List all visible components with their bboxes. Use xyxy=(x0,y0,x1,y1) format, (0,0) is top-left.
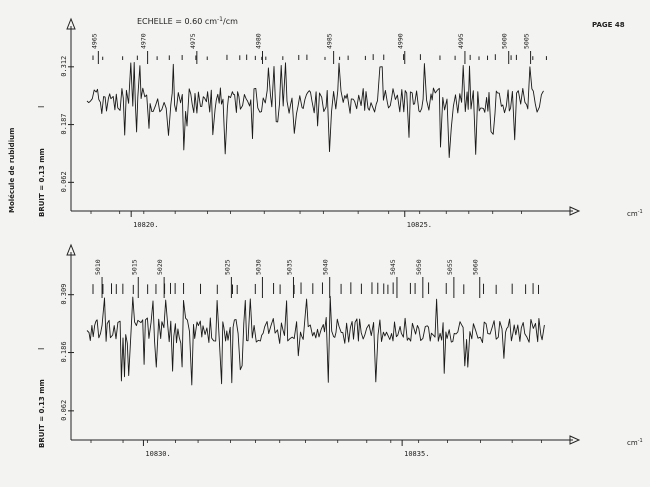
chart-top: cm-1 Molécule de rubidium BRUIT = 0.13 m… xyxy=(8,17,643,229)
line-markers xyxy=(92,282,540,294)
y-tick-label: 0.186 xyxy=(60,341,68,362)
line-number: 5020 xyxy=(156,259,164,275)
line-numbers: 4965 4970 4975 4980 4985 4990 4995 5000 5005 xyxy=(90,33,532,64)
line-number: 5010 xyxy=(94,259,102,275)
line-number: 5055 xyxy=(446,259,454,275)
y-tick-label: 0.062 xyxy=(60,400,68,421)
line-number: 5015 xyxy=(130,259,138,275)
x-ticks: 10820. 10825. xyxy=(90,211,522,229)
intensity-marker: I xyxy=(37,348,46,350)
x-tick-label: 10825. xyxy=(407,221,432,229)
line-number: 5025 xyxy=(223,259,231,275)
line-number: 5005 xyxy=(523,33,531,49)
spectrum-line xyxy=(86,62,544,158)
scale-note: ECHELLE = 0.60 cm-1/cm xyxy=(137,16,238,26)
x-axis-arrow xyxy=(569,206,581,216)
line-number: 5040 xyxy=(322,259,330,275)
intensity-marker: I xyxy=(37,106,46,108)
line-number: 5035 xyxy=(285,259,293,275)
x-axis-arrow xyxy=(569,435,581,445)
spectrum-trace xyxy=(86,295,545,386)
x-tick-label: 10835. xyxy=(404,450,429,458)
spectrum-line xyxy=(86,295,545,386)
line-number: 4965 xyxy=(90,33,98,49)
line-number: 5045 xyxy=(389,259,397,275)
line-markers xyxy=(92,54,547,60)
line-number: 5000 xyxy=(501,33,509,49)
y-ticks: 0.312 0.187 0.062 xyxy=(60,56,74,192)
x-tick-label: 10830. xyxy=(145,450,170,458)
y-ticks: 0.309 0.186 0.062 xyxy=(60,284,74,421)
x-unit-label: cm-1 xyxy=(627,209,643,218)
y-tick-label: 0.062 xyxy=(60,171,68,192)
line-number: 4995 xyxy=(457,33,465,49)
x-unit-label: cm-1 xyxy=(627,438,643,447)
line-number: 4985 xyxy=(326,33,334,49)
y-axis-arrow xyxy=(66,17,76,30)
x-ticks: 10830. 10835. xyxy=(90,440,542,458)
line-number: 5050 xyxy=(415,259,423,275)
line-numbers: 5010 5015 5020 5025 5030 5035 5040 5045 5050 5055… xyxy=(94,259,481,298)
y-tick-label: 0.309 xyxy=(60,284,68,305)
noise-label: BRUIT = 0.13 mm xyxy=(38,379,46,448)
line-number: 4975 xyxy=(189,33,197,49)
line-number: 5060 xyxy=(472,259,480,275)
chart-bottom: cm-1 BRUIT = 0.13 mm I 0.309 0.186 0.062 1… xyxy=(37,243,643,458)
y-axis-arrow xyxy=(66,243,76,256)
spectrum-trace xyxy=(86,62,544,158)
line-number: 5030 xyxy=(254,259,262,275)
line-number: 4970 xyxy=(140,33,148,49)
line-number: 4980 xyxy=(254,33,262,49)
y-tick-label: 0.312 xyxy=(60,56,68,77)
noise-label: BRUIT = 0.13 mm xyxy=(38,148,46,217)
x-tick-label: 10820. xyxy=(133,221,158,229)
y-axis-title: Molécule de rubidium xyxy=(8,128,16,213)
line-number: 4990 xyxy=(397,33,405,49)
page-number: PAGE 48 xyxy=(592,21,625,29)
y-tick-label: 0.187 xyxy=(60,113,68,134)
